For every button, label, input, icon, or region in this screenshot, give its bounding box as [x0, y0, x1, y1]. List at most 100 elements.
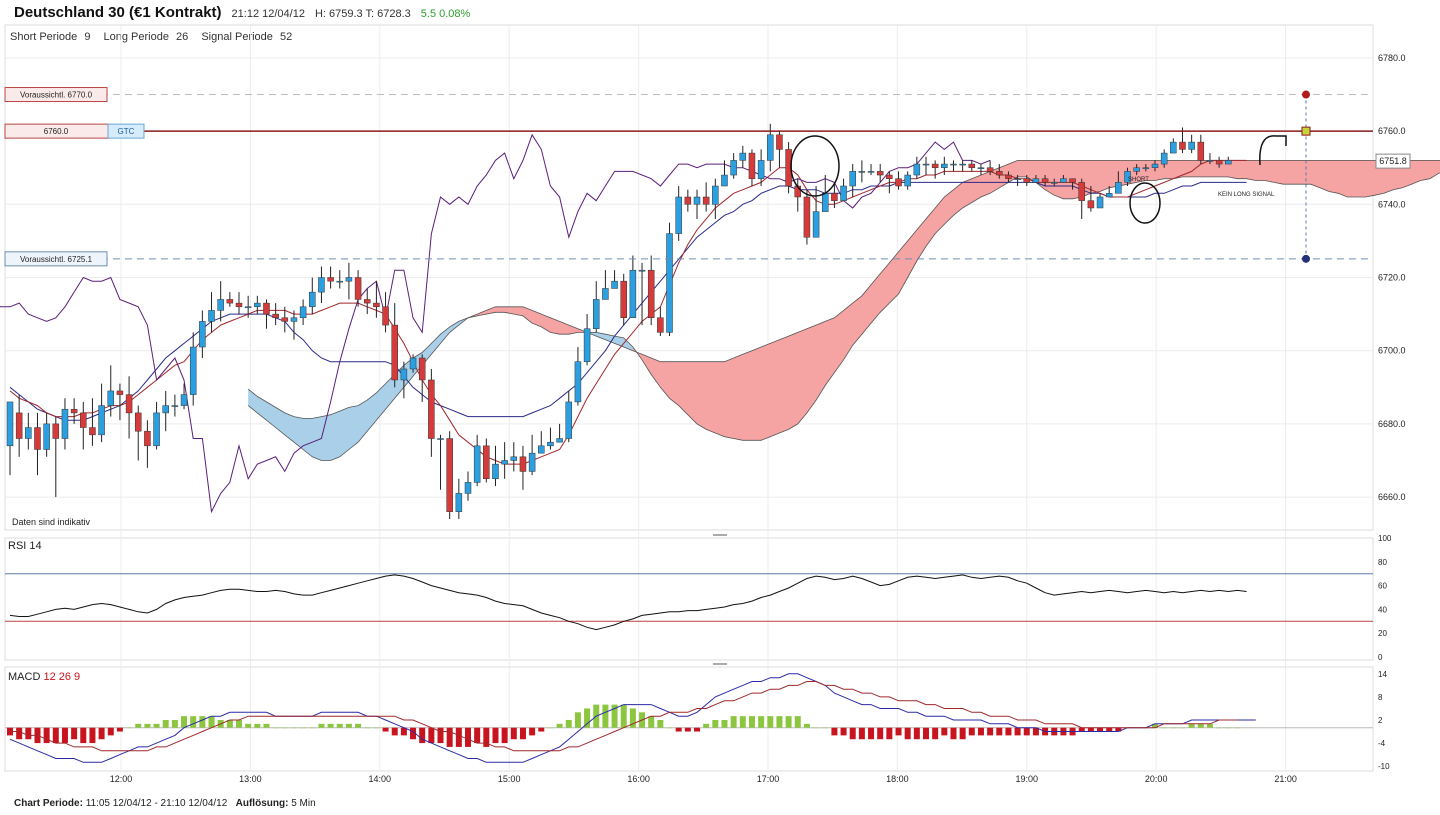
candle-body	[812, 211, 820, 238]
macd-histogram-bar	[831, 727, 838, 736]
candle-body	[977, 167, 985, 169]
macd-histogram-bar	[327, 723, 334, 728]
candle-body	[666, 233, 673, 333]
lower-target-tag[interactable]	[4, 251, 108, 267]
candle-body	[464, 482, 472, 494]
candle-body	[61, 408, 69, 439]
gtc-button[interactable]	[107, 123, 145, 139]
y-tick-label: 6780.0	[1378, 53, 1406, 63]
macd-histogram-bar	[89, 727, 96, 744]
macd-histogram-bar	[950, 727, 957, 740]
lower-target-label: Voraussichtl. 6725.1	[20, 255, 93, 264]
chart-periode-label: Chart Periode:	[14, 798, 83, 809]
macd-histogram-bar	[758, 716, 765, 728]
upper-target-dot	[1302, 90, 1310, 99]
aufloesung-value: 5 Min	[291, 798, 316, 809]
macd-histogram-bar	[968, 727, 975, 736]
candle-body	[199, 321, 206, 348]
candle-body	[592, 299, 600, 329]
candle-body	[437, 438, 444, 440]
macd-histogram-bar	[813, 727, 820, 729]
upper-target-tag[interactable]	[4, 87, 108, 103]
candle-body	[1160, 152, 1168, 165]
macd-histogram-bar	[272, 727, 279, 729]
macd-histogram-bar	[849, 727, 856, 740]
macd-histogram-bar	[730, 716, 737, 728]
cloud-bearish-area	[632, 160, 1440, 441]
macd-histogram-bar	[675, 727, 682, 732]
annotation-circle	[1129, 182, 1161, 224]
rsi-y-tick-label: 0	[1378, 653, 1383, 662]
candle-body	[1005, 174, 1012, 179]
macd-histogram-bar	[712, 720, 719, 728]
macd-title: MACD 12 26 9	[8, 671, 80, 683]
aufloesung-label: Auflösung:	[235, 798, 289, 809]
candle-body	[647, 269, 655, 319]
macd-histogram-bar	[236, 720, 242, 728]
macd-histogram-bar	[98, 727, 105, 740]
candle-body	[611, 280, 618, 289]
macd-histogram-bar	[1005, 727, 1012, 736]
macd-histogram-bar	[419, 727, 426, 744]
candle-body	[208, 310, 215, 322]
header-change: 5.5 0.08%	[420, 8, 471, 20]
macd-histogram-bar	[382, 727, 389, 732]
candle-body	[776, 134, 783, 150]
candle-body	[657, 317, 664, 333]
macd-histogram-bar	[300, 727, 307, 729]
x-tick-label: 18:00	[886, 774, 909, 784]
macd-histogram-bar	[355, 723, 362, 728]
macd-histogram-bar	[144, 723, 151, 728]
x-tick-label: 20:00	[1145, 774, 1168, 784]
macd-histogram-bar	[1170, 727, 1177, 729]
macd-histogram-bar	[199, 716, 206, 728]
rsi-y-tick-label: 20	[1378, 629, 1387, 638]
macd-histogram-bar	[281, 727, 288, 729]
chart-periode-value: 11:05 12/04/12 - 21:10 12/04/12	[85, 798, 228, 809]
candle-body	[382, 306, 389, 326]
candle-body	[1060, 178, 1067, 183]
candle-body	[428, 379, 435, 439]
macd-histogram-bar	[226, 720, 233, 728]
candle-body	[418, 357, 426, 381]
candle-body	[299, 306, 307, 319]
macd-histogram-bar	[455, 727, 462, 747]
x-tick-label: 19:00	[1016, 774, 1039, 784]
short-periode-value: 9	[84, 31, 91, 43]
candle-body	[34, 427, 41, 450]
macd-histogram-bar	[52, 727, 59, 744]
signal-periode-label: Signal Periode	[201, 31, 273, 43]
candle-body	[1041, 178, 1049, 183]
header-high-low: H: 6759.3 T: 6728.3	[314, 8, 411, 20]
candle-body	[125, 394, 133, 414]
x-tick-label: 21:00	[1274, 774, 1297, 784]
candle-body	[739, 152, 747, 161]
macd-histogram-bar	[721, 720, 728, 728]
macd-pane-frame	[4, 666, 1374, 772]
x-tick-label: 13:00	[239, 774, 262, 784]
candle-body	[1179, 141, 1186, 150]
macd-histogram-bar	[748, 716, 755, 728]
macd-y-tick-label: -4	[1378, 739, 1386, 748]
candle-body	[373, 302, 380, 308]
macd-histogram-bar	[153, 723, 160, 728]
chart-footer: Chart Periode: 11:05 12/04/12 - 21:10 12…	[14, 798, 316, 809]
candle-body	[1170, 141, 1177, 154]
candle-body	[693, 196, 701, 205]
macd-histogram-bar	[602, 704, 609, 728]
macd-histogram-bar	[245, 723, 252, 728]
macd-histogram-bar	[547, 727, 554, 729]
chart-header: Deutschland 30 (€1 Kontrakt) 21:12 12/04…	[14, 4, 470, 26]
macd-y-tick-label: 2	[1378, 716, 1383, 725]
candle-body	[1197, 141, 1205, 161]
macd-histogram-bar	[190, 716, 197, 728]
macd-histogram-bar	[987, 727, 994, 736]
macd-histogram-bar	[996, 727, 1003, 736]
short-periode-label: Short Periode	[10, 31, 78, 43]
macd-histogram-bar	[1161, 727, 1168, 729]
macd-histogram-bar	[1078, 727, 1085, 732]
macd-histogram-bar	[43, 727, 50, 744]
candle-body	[1069, 178, 1076, 183]
macd-histogram-bar	[959, 727, 966, 740]
